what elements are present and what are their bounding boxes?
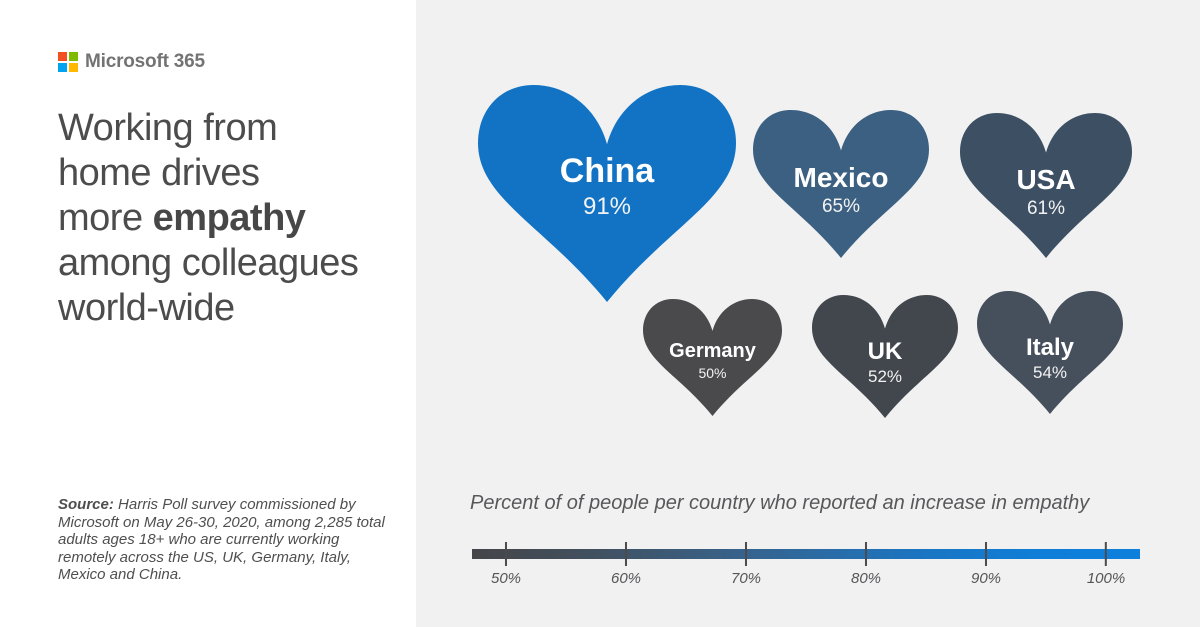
- percent-value: 61%: [1026, 197, 1066, 219]
- tick-mark: [505, 542, 507, 566]
- headline-line: Working from: [58, 107, 278, 149]
- scale-tick-90: 90%: [971, 542, 1001, 587]
- country-label: USA: [1016, 164, 1076, 196]
- tick-label: 70%: [730, 570, 762, 587]
- tick-mark: [745, 542, 747, 566]
- heart-germany: Germany 50%: [643, 299, 782, 416]
- microsoft-logo-icon: [58, 52, 78, 72]
- source-text: Harris Poll survey commissioned by Micro…: [58, 496, 385, 584]
- left-panel: Microsoft 365 Working from home drives m…: [0, 0, 416, 627]
- tick-label: 90%: [970, 570, 1002, 587]
- chart-caption: Percent of of people per country who rep…: [470, 492, 1090, 514]
- scale-tick-70: 70%: [731, 542, 761, 587]
- headline-line: world-wide: [58, 287, 235, 329]
- country-label: Italy: [1025, 334, 1075, 362]
- heart-italy: Italy 54%: [977, 291, 1123, 414]
- heart-china: China 91%: [478, 85, 736, 302]
- logo-wordmark: Microsoft 365: [85, 51, 205, 72]
- percent-value: 91%: [582, 193, 632, 221]
- heart-label-group: China 91%: [478, 154, 736, 221]
- percent-value: 65%: [821, 195, 861, 217]
- heart-uk: UK 52%: [812, 295, 958, 418]
- source-note: Source: Harris Poll survey commissioned …: [58, 496, 388, 584]
- tick-mark: [865, 542, 867, 566]
- heart-mexico: Mexico 65%: [753, 110, 929, 258]
- heart-icon: [960, 113, 1132, 258]
- percent-value: 52%: [867, 367, 903, 387]
- scale-tick-80: 80%: [851, 542, 881, 587]
- percentage-scale: 50% 60% 70% 80% 90% 100%: [472, 542, 1140, 592]
- tick-mark: [1105, 542, 1107, 566]
- headline-line: home drives: [58, 152, 260, 194]
- page-title: Working from home drives more empathy am…: [58, 106, 408, 331]
- scale-tick-60: 60%: [611, 542, 641, 587]
- percent-value: 50%: [698, 365, 727, 382]
- tick-label: 100%: [1086, 570, 1126, 587]
- headline-line: among colleagues: [58, 242, 359, 284]
- logo-square-green: [69, 52, 78, 61]
- heart-icon: [478, 85, 736, 302]
- headline-line: more empathy: [58, 197, 306, 239]
- microsoft-365-logo: Microsoft 365: [58, 51, 205, 73]
- logo-square-yellow: [69, 63, 78, 72]
- logo-square-blue: [58, 63, 67, 72]
- heart-icon: [812, 295, 958, 418]
- percent-value: 54%: [1032, 363, 1068, 383]
- headline-emphasis: empathy: [152, 197, 306, 239]
- heart-label-group: Italy 54%: [977, 335, 1123, 383]
- country-label: Germany: [669, 340, 756, 363]
- tick-mark: [625, 542, 627, 566]
- tick-label: 60%: [610, 570, 642, 587]
- country-label: UK: [867, 338, 903, 366]
- tick-mark: [985, 542, 987, 566]
- scale-tick-100: 100%: [1087, 542, 1125, 587]
- heart-icon: [753, 110, 929, 258]
- heart-usa: USA 61%: [960, 113, 1132, 258]
- gradient-scale-bar: [472, 549, 1140, 559]
- heart-label-group: USA 61%: [960, 165, 1132, 219]
- heart-label-group: UK 52%: [812, 339, 958, 387]
- tick-label: 80%: [850, 570, 882, 587]
- chart-panel: China 91% Mexico 65% USA 61%: [416, 0, 1200, 627]
- source-label: Source:: [58, 496, 114, 513]
- heart-icon: [977, 291, 1123, 414]
- country-label: China: [559, 152, 655, 191]
- heart-label-group: Germany 50%: [643, 340, 782, 382]
- tick-label: 50%: [490, 570, 522, 587]
- heart-label-group: Mexico 65%: [753, 163, 929, 217]
- country-label: Mexico: [793, 162, 889, 194]
- scale-tick-50: 50%: [491, 542, 521, 587]
- heart-icon: [643, 299, 782, 416]
- logo-square-red: [58, 52, 67, 61]
